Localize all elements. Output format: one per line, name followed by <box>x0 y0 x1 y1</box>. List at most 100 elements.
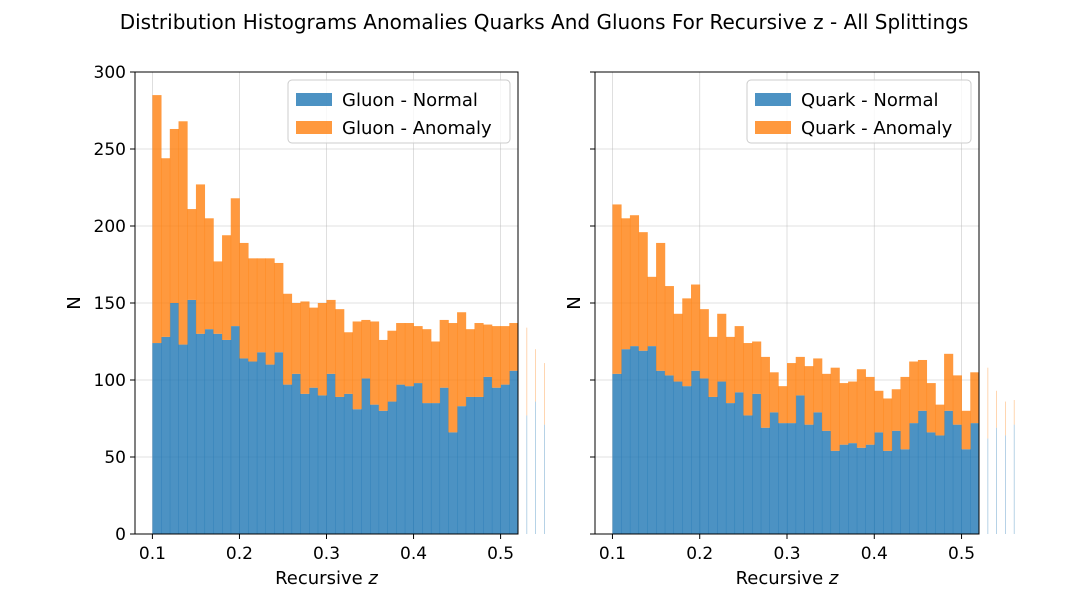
normal-bar-16 <box>752 393 762 534</box>
normal-bar-13 <box>265 364 275 534</box>
normal-bar-28 <box>856 447 866 534</box>
normal-bar-15 <box>282 384 293 534</box>
normal-bar-21 <box>795 395 805 534</box>
anomaly-bar-1 <box>161 158 171 337</box>
normal-bar-15 <box>743 415 753 534</box>
anomaly-bar-26 <box>839 383 849 445</box>
anomaly-bar-12 <box>717 313 727 382</box>
normal-bar-34 <box>448 432 458 534</box>
anomaly-bar-27 <box>387 330 397 402</box>
normal-bar-20 <box>326 373 336 534</box>
anomaly-bar-38 <box>944 353 954 411</box>
normal-bar-25 <box>370 404 380 534</box>
anomaly-bar-15 <box>282 293 293 385</box>
normal-legend-swatch <box>755 93 791 106</box>
anomaly-bar-14 <box>274 262 284 353</box>
normal-bar-11 <box>708 396 718 534</box>
normal-bar-17 <box>300 393 310 534</box>
anomaly-bar-11 <box>708 336 718 397</box>
normal-bar-30 <box>874 432 884 534</box>
anomaly-bar-26 <box>378 339 388 411</box>
normal-bar-6 <box>664 375 674 534</box>
anomaly-bar-10 <box>239 242 249 359</box>
anomaly-bar-2 <box>629 215 640 347</box>
anomaly-bar-15 <box>743 343 753 416</box>
anomaly-bar-29 <box>865 376 875 445</box>
anomaly-bar-23 <box>352 321 362 410</box>
normal-legend-label: Quark - Normal <box>801 90 939 111</box>
anomaly-bar-24 <box>361 319 371 379</box>
normal-bar-16 <box>291 373 301 534</box>
anomaly-bar-7 <box>673 313 683 382</box>
legend-box <box>287 79 511 144</box>
x-tick-label-4: 0.5 <box>948 544 975 564</box>
anomaly-bar-40 <box>500 326 510 385</box>
anomaly-bar-33 <box>900 376 910 450</box>
anomaly-bar-35 <box>457 312 467 407</box>
normal-bar-37 <box>935 435 945 534</box>
normal-bar-27 <box>848 443 858 534</box>
normal-bar-17 <box>760 427 770 534</box>
anomaly-bar-31 <box>883 398 893 451</box>
normal-bar-10 <box>239 358 249 534</box>
anomaly-bar-7 <box>213 261 223 334</box>
normal-bar-8 <box>222 339 232 534</box>
right-panel-quark: 0.1 0.2 0.3 0.4 0.5 Recursive z N Quark - Norma… <box>564 71 1015 589</box>
anomaly-bar-17 <box>760 356 770 428</box>
normal-bar-1 <box>621 349 631 534</box>
anomaly-bar-4 <box>647 276 657 347</box>
anomaly-bar-39 <box>952 375 962 425</box>
normal-bar-35 <box>917 410 928 534</box>
anomaly-bar-29 <box>404 323 414 387</box>
x-tick-label-0: 0.1 <box>599 544 626 564</box>
legend-box <box>746 79 972 144</box>
anomaly-bar-34 <box>448 323 458 433</box>
normal-legend-swatch <box>296 93 332 106</box>
anomaly-bar-6 <box>204 218 214 330</box>
anomaly-bar-28 <box>856 369 866 448</box>
x-tick-label-1: 0.2 <box>686 544 713 564</box>
anomaly-bar-2 <box>169 128 179 303</box>
anomaly-legend-swatch <box>755 121 791 134</box>
normal-bar-24 <box>821 430 832 534</box>
normal-bar-32 <box>891 430 901 534</box>
normal-bar-25 <box>830 450 840 534</box>
normal-bar-9 <box>691 370 701 534</box>
anomaly-bar-16 <box>752 341 762 394</box>
x-tick-label-3: 0.4 <box>861 544 888 564</box>
anomaly-bar-36 <box>465 329 475 397</box>
x-tick-label-2: 0.3 <box>313 544 340 564</box>
anomaly-bar-8 <box>222 235 232 340</box>
normal-bar-40 <box>500 384 510 534</box>
anomaly-bar-41 <box>970 372 980 424</box>
normal-bar-41 <box>970 423 980 534</box>
normal-bar-3 <box>638 350 648 534</box>
anomaly-bar-37 <box>935 404 945 436</box>
anomaly-bar-8 <box>682 298 692 387</box>
normal-bar-39 <box>952 424 962 534</box>
anomaly-bar-18 <box>769 372 779 413</box>
anomaly-bar-10 <box>699 309 709 379</box>
x-tick-label-2: 0.3 <box>773 544 800 564</box>
y-tick-label-0: 0 <box>115 525 126 545</box>
normal-bar-14 <box>734 392 744 534</box>
anomaly-bar-32 <box>430 341 441 404</box>
normal-bar-18 <box>769 412 779 534</box>
anomaly-bar-19 <box>317 303 327 396</box>
y-axis-label: N <box>64 296 85 309</box>
normal-bar-27 <box>387 401 397 534</box>
figure-title: Distribution Histograms Anomalies Quarks… <box>120 10 969 34</box>
anomaly-bar-3 <box>638 232 648 351</box>
anomaly-bar-25 <box>370 321 380 405</box>
normal-bar-26 <box>839 444 849 534</box>
normal-bar-28 <box>396 384 406 534</box>
x-tick-label-4: 0.5 <box>487 544 514 564</box>
anomaly-bar-22 <box>804 366 814 425</box>
anomaly-bar-30 <box>413 326 423 384</box>
anomaly-bar-33 <box>439 319 449 388</box>
normal-bar-38 <box>483 376 493 534</box>
anomaly-bar-23 <box>813 358 823 413</box>
x-axis-label: Recursive z <box>736 568 839 589</box>
anomaly-bar-30 <box>874 390 884 433</box>
